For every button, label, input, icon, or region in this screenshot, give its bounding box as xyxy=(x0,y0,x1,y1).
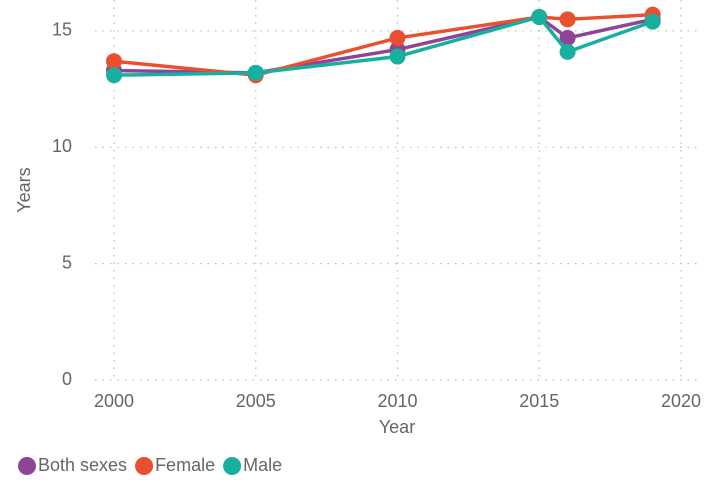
point xyxy=(105,67,122,84)
point xyxy=(389,48,406,65)
point xyxy=(559,29,576,46)
x-tick-label: 2005 xyxy=(236,391,276,411)
y-tick-label: 10 xyxy=(52,136,72,156)
legend-label: Male xyxy=(243,455,282,475)
x-tick-label: 2020 xyxy=(661,391,701,411)
legend-label: Female xyxy=(155,455,215,475)
x-axis-label: Year xyxy=(379,417,415,437)
x-tick-label: 2000 xyxy=(94,391,134,411)
y-tick-label: 0 xyxy=(62,369,72,389)
x-tick-label: 2015 xyxy=(519,391,559,411)
point xyxy=(559,11,576,28)
legend-marker xyxy=(18,457,36,475)
point xyxy=(559,43,576,60)
series-line xyxy=(113,15,654,77)
point xyxy=(531,8,548,25)
point xyxy=(644,13,661,30)
y-tick-label: 15 xyxy=(52,20,72,40)
point xyxy=(247,64,264,81)
y-tick-label: 5 xyxy=(62,252,72,272)
legend-marker xyxy=(135,457,154,475)
point xyxy=(389,29,406,46)
legend-label: Both sexes xyxy=(38,455,127,475)
y-axis-label: Years xyxy=(14,167,34,212)
point xyxy=(105,53,122,70)
legend-marker xyxy=(223,457,242,475)
x-tick-label: 2010 xyxy=(377,391,417,411)
